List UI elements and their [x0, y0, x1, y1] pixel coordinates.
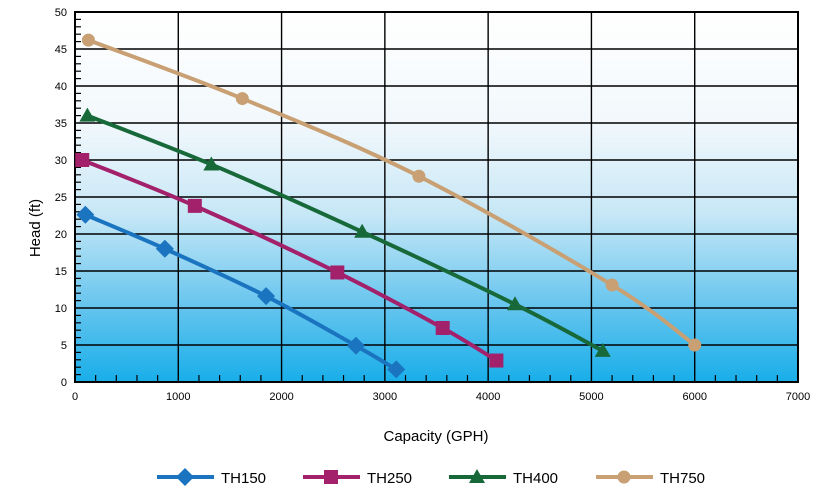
- legend-item-th250: TH250: [303, 470, 412, 487]
- y-tick-label: 35: [55, 118, 67, 130]
- series-th150: [76, 205, 406, 379]
- y-tick-label: 5: [61, 340, 67, 352]
- y-tick-label: 50: [55, 7, 67, 19]
- legend-label-th250: TH250: [367, 470, 412, 487]
- y-axis-label: Head (ft): [27, 199, 44, 257]
- legend-marker-th250: [324, 470, 338, 484]
- legend: TH150 TH250 TH400 TH750: [157, 468, 705, 487]
- data-point-th150: [257, 287, 276, 306]
- y-tick-label: 25: [55, 192, 67, 204]
- x-tick-label: 4000: [476, 391, 500, 403]
- x-tick-label: 3000: [373, 391, 397, 403]
- y-tick-label: 40: [55, 81, 67, 93]
- data-point-th750: [605, 278, 619, 292]
- data-point-th750: [412, 169, 426, 183]
- data-point-th400: [594, 342, 611, 357]
- x-tick-label: 0: [72, 391, 78, 403]
- y-tick-label: 10: [55, 303, 67, 315]
- data-point-th250: [489, 353, 504, 368]
- data-point-th400: [79, 107, 96, 122]
- y-tick-label: 45: [55, 44, 67, 56]
- y-tick-label: 0: [61, 377, 67, 389]
- series-th250: [75, 153, 504, 368]
- data-point-th400: [354, 223, 371, 238]
- x-tick-label: 2000: [269, 391, 293, 403]
- x-axis-label: Capacity (GPH): [383, 428, 488, 445]
- series-group: [75, 33, 702, 379]
- x-tick-label: 7000: [786, 391, 810, 403]
- legend-label-th400: TH400: [513, 470, 558, 487]
- series-th750: [81, 33, 702, 352]
- x-tick-label: 1000: [166, 391, 190, 403]
- plot-frame: [74, 11, 799, 383]
- y-tick-label: 15: [55, 266, 67, 278]
- y-tick-labels: 0 5 10 15 20 25 30 35 40 45 50: [55, 7, 67, 389]
- legend-item-th150: TH150: [157, 468, 266, 487]
- data-point-th150: [155, 239, 174, 258]
- data-point-th250: [435, 320, 450, 335]
- data-point-th150: [76, 205, 95, 224]
- data-point-th400: [506, 296, 523, 311]
- legend-label-th150: TH150: [221, 470, 266, 487]
- data-point-th250: [330, 265, 345, 280]
- data-point-th750: [81, 33, 95, 47]
- series-th400: [79, 107, 611, 357]
- data-point-th750: [688, 338, 702, 352]
- data-point-th150: [346, 336, 365, 355]
- legend-item-th400: TH400: [449, 469, 558, 487]
- x-tick-label: 5000: [579, 391, 603, 403]
- legend-marker-th150: [176, 468, 194, 486]
- y-tick-label: 20: [55, 229, 67, 241]
- x-tick-labels: 0 1000 2000 3000 4000 5000 6000 7000: [72, 391, 810, 403]
- data-point-th250: [187, 198, 202, 213]
- data-point-th150: [387, 360, 406, 379]
- legend-marker-th400: [469, 469, 485, 483]
- data-point-th250: [75, 153, 90, 167]
- data-point-th750: [235, 92, 249, 106]
- y-tick-label: 30: [55, 155, 67, 167]
- data-point-th400: [203, 156, 220, 171]
- legend-marker-th750: [617, 470, 631, 484]
- legend-label-th750: TH750: [660, 470, 705, 487]
- x-tick-label: 6000: [682, 391, 706, 403]
- legend-item-th750: TH750: [596, 470, 705, 487]
